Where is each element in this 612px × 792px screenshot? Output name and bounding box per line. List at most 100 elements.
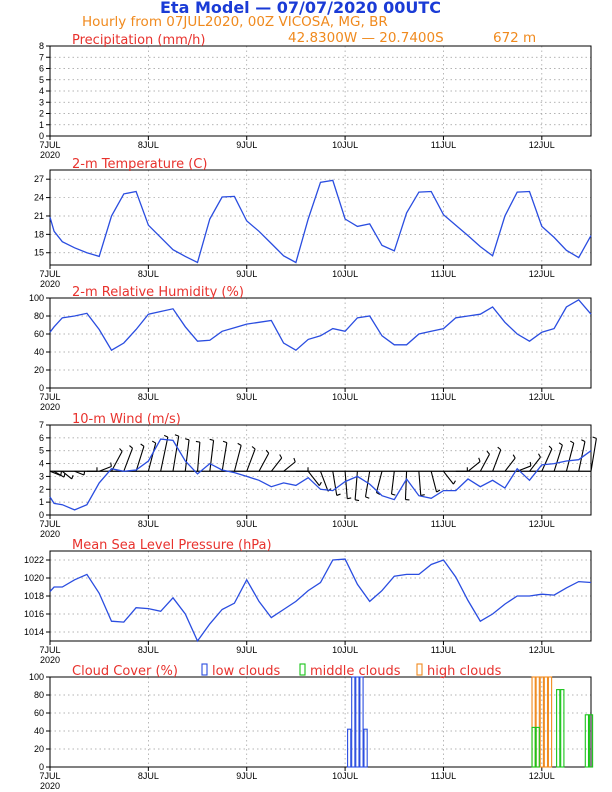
cloud-bar-high xyxy=(539,676,544,768)
wind-barb xyxy=(390,471,395,495)
x-tick-label: 9JUL xyxy=(236,519,257,529)
y-tick-label: 80 xyxy=(34,311,44,321)
x-tick-label: 10JUL xyxy=(332,645,358,655)
wind-barb-flag xyxy=(537,453,541,458)
wind-barb xyxy=(307,470,320,486)
wind-barb xyxy=(147,442,157,472)
wind-barb-flag xyxy=(478,457,481,462)
x-tick-label: 9JUL xyxy=(236,392,257,402)
wind-barb-flag xyxy=(420,494,425,496)
wind-barb xyxy=(53,470,65,478)
y-tick-label: 100 xyxy=(29,293,44,303)
panel-title-precip: Precipitation (mm/h) xyxy=(72,33,205,48)
wind-barb-flag xyxy=(129,445,133,449)
legend-swatch-high xyxy=(416,663,423,676)
y-tick-label: 1022 xyxy=(24,555,44,565)
x-tick-label: 9JUL xyxy=(236,269,257,279)
series-line-wind xyxy=(49,438,592,511)
x-tick-label: 12JUL xyxy=(529,519,555,529)
y-tick-label: 100 xyxy=(29,672,44,682)
wind-barb xyxy=(258,452,270,472)
legend-swatch-low xyxy=(201,663,208,676)
y-tick-label: 1016 xyxy=(24,609,44,619)
series-line-temp xyxy=(49,179,592,264)
wind-barb-flag xyxy=(391,493,396,496)
wind-barb xyxy=(541,448,553,472)
wind-barb xyxy=(123,447,134,472)
cloud-bar-low xyxy=(359,676,364,768)
y-tick-label: 0 xyxy=(39,131,44,141)
wind-barb xyxy=(184,439,190,472)
y-tick-label: 24 xyxy=(34,193,44,203)
location-line: Hourly from 07JUL2020, 00Z VICOSA, MG, B… xyxy=(82,14,388,30)
y-tick-label: 2 xyxy=(39,109,44,119)
wind-barb xyxy=(364,471,371,497)
panel-mslp: 1014 1016 1018 1020 1022 7JUL 8JUL 9JUL 10JUL 11J… xyxy=(24,538,592,665)
wind-barb-flag xyxy=(486,450,490,455)
y-tick-label: 1018 xyxy=(24,591,44,601)
y-tick-label: 7 xyxy=(39,52,44,62)
y-tick-label: 6 xyxy=(39,433,44,443)
wind-barb xyxy=(61,470,73,480)
x-tick-label: 12JUL xyxy=(529,140,555,150)
y-tick-label: 1020 xyxy=(24,573,44,583)
wind-barb-flag xyxy=(548,445,553,450)
panel-rh: 0 20 40 60 80 100 7JUL 8JUL 9JUL 10JUL 11JUL 12JUL 2… xyxy=(29,285,592,412)
series-line-rh xyxy=(49,298,592,352)
x-tick-label: 11JUL xyxy=(431,140,456,150)
wind-barb xyxy=(172,436,180,472)
y-tick-label: 3 xyxy=(39,471,44,481)
legend-swatch-middle xyxy=(299,663,306,676)
x-tick-label: 12JUL xyxy=(529,392,555,402)
panel-title-rh: 2-m Relative Humidity (%) xyxy=(72,285,244,300)
wind-barb-flag xyxy=(497,446,502,451)
wind-barb-flag xyxy=(174,434,179,437)
x-tick-label: 11JUL xyxy=(431,771,456,781)
x-tick-label: 11JUL xyxy=(431,269,456,279)
wind-barb xyxy=(135,446,145,472)
wind-barb xyxy=(430,471,438,493)
x-tick-label: 7JUL xyxy=(39,392,60,402)
elevation-label: 672 m xyxy=(493,30,537,46)
x-year-label: 2020 xyxy=(40,402,60,412)
y-tick-label: 80 xyxy=(34,690,44,700)
cloud-bar-high xyxy=(543,676,549,768)
x-tick-label: 11JUL xyxy=(431,645,456,655)
wind-barb-flag xyxy=(452,480,456,485)
plot-frame xyxy=(49,676,592,768)
y-tick-label: 2 xyxy=(39,484,44,494)
wind-barb xyxy=(332,471,338,496)
x-tick-label: 11JUL xyxy=(431,392,456,402)
wind-barb-flag xyxy=(222,440,228,444)
wind-barb-flag xyxy=(71,475,74,480)
panel-temp: 15 18 21 24 27 7JUL 8JUL 9JUL 10JUL 11JUL 12JUL 202… xyxy=(34,157,592,289)
wind-barb xyxy=(467,461,481,472)
wind-barb-flag xyxy=(251,446,256,450)
y-tick-label: 1 xyxy=(39,120,44,130)
x-tick-label: 12JUL xyxy=(529,269,555,279)
wind-barb-flag xyxy=(355,499,360,502)
wind-barb-flag xyxy=(185,438,190,441)
wind-barb xyxy=(209,440,215,472)
x-tick-label: 8JUL xyxy=(138,519,159,529)
x-year-label: 2020 xyxy=(40,781,60,791)
x-tick-label: 7JUL xyxy=(39,771,60,781)
x-tick-label: 8JUL xyxy=(138,269,159,279)
y-tick-label: 5 xyxy=(39,446,44,456)
wind-barb xyxy=(354,471,358,500)
wind-barb xyxy=(196,442,201,472)
y-tick-label: 5 xyxy=(39,75,44,85)
x-tick-label: 8JUL xyxy=(138,645,159,655)
wind-barb-flag xyxy=(163,434,169,438)
x-tick-label: 10JUL xyxy=(332,269,358,279)
wind-barb xyxy=(443,470,454,485)
x-tick-label: 7JUL xyxy=(39,269,60,279)
x-tick-label: 8JUL xyxy=(138,140,159,150)
y-tick-label: 60 xyxy=(34,329,44,339)
y-tick-label: 6 xyxy=(39,64,44,74)
x-tick-label: 7JUL xyxy=(39,140,60,150)
wind-barb-flag xyxy=(195,440,200,443)
wind-barb-flag xyxy=(140,443,145,447)
panel-title-mslp: Mean Sea Level Pressure (hPa) xyxy=(72,538,272,553)
